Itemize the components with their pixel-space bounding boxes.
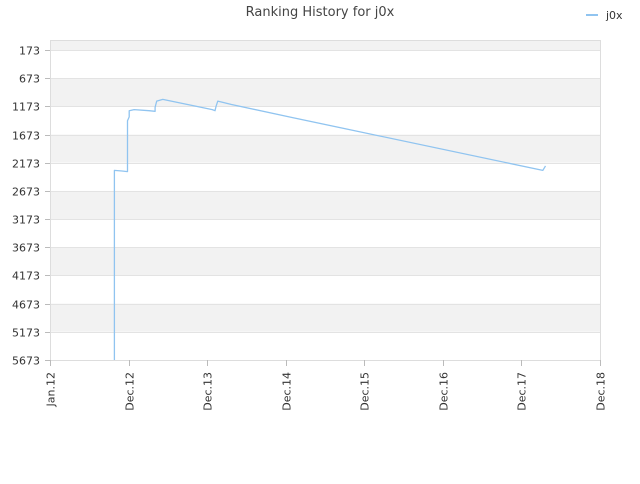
band [50,78,600,107]
band [50,134,600,163]
background-bands [50,40,600,360]
gridlines [50,50,600,361]
series-line-j0x [113,98,547,360]
legend-label-j0x: j0x [605,9,623,22]
y-tick-label: 3173 [12,214,40,227]
chart-title: Ranking History for j0x [246,5,395,20]
band [50,50,600,79]
x-tick-label: Dec.16 [438,372,451,411]
y-tick-label: 4173 [12,270,40,283]
y-tick-label: 5673 [12,355,40,368]
y-axis: 173 673 1173 1673 2173 2673 3173 3673 4173 4673 51… [12,45,50,368]
y-tick-label: 2673 [12,186,40,199]
x-tick-label: Dec.17 [516,372,529,411]
x-tick-label: Jan.12 [45,372,58,407]
y-tick-label: 173 [19,45,40,58]
legend: j0x [586,9,623,22]
band [50,106,600,135]
band [50,40,600,50]
x-tick-label: Dec.15 [359,372,372,411]
x-tick-label: Dec.12 [124,372,137,411]
y-tick-label: 1173 [12,101,40,114]
x-tick-label: Dec.14 [281,372,294,411]
y-tick-label: 4673 [12,299,40,312]
band [50,303,600,332]
band [50,331,600,360]
band [50,162,600,191]
band [50,247,600,276]
band [50,275,600,304]
x-tick-label: Dec.13 [202,372,215,411]
band [50,219,600,248]
y-tick-label: 2173 [12,158,40,171]
y-tick-label: 3673 [12,242,40,255]
band [50,190,600,220]
y-tick-label: 1673 [12,130,40,143]
series-layer [113,98,547,360]
plot-border [50,40,601,361]
x-axis: Jan.12 Dec.12 Dec.13 Dec.14 Dec.15 Dec.16 Dec.… [45,360,608,411]
y-tick-label: 673 [19,73,40,86]
y-tick-label: 5173 [12,327,40,340]
x-tick-label: Dec.18 [595,372,608,411]
